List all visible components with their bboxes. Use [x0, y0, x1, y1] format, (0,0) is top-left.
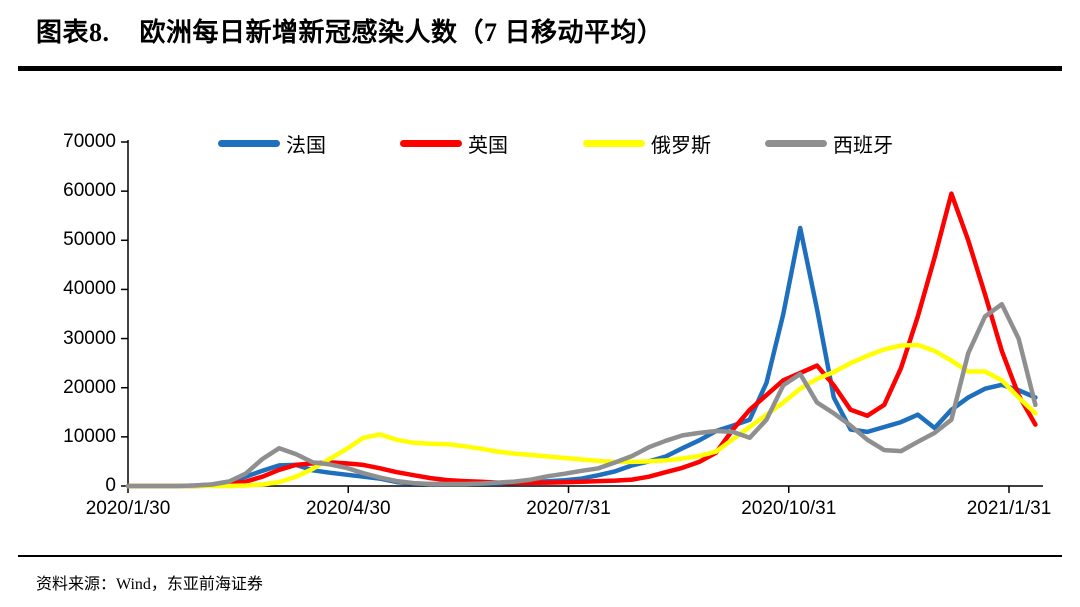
data-source-note: 资料来源：Wind，东亚前海证券 [36, 576, 263, 593]
legend-swatch-russia [583, 139, 645, 147]
x-axis-label-0: 2020/1/30 [85, 498, 171, 519]
legend-label-uk: 英国 [468, 134, 508, 157]
legend-swatch-spain [765, 139, 827, 147]
series-line-spain [125, 301, 1038, 489]
y-axis-label-60000: 60000 [63, 180, 116, 202]
footer-divider-rule [18, 555, 1062, 557]
y-axis-label-50000: 50000 [63, 229, 116, 251]
legend-item-uk: 英国 [400, 131, 508, 157]
y-axis-label-70000: 70000 [63, 131, 116, 152]
y-axis-label-40000: 40000 [63, 278, 116, 300]
page-title: 欧洲每日新增新冠感染人数（7 日移动平均） [139, 18, 664, 47]
y-axis-label-10000: 10000 [63, 425, 116, 447]
series-line-uk [125, 191, 1038, 489]
legend-label-france: 法国 [286, 134, 326, 157]
y-axis-label-20000: 20000 [63, 376, 116, 398]
legend-swatch-uk [400, 139, 462, 147]
y-axis-label-30000: 30000 [63, 327, 116, 349]
legend-swatch-france [218, 139, 280, 147]
series-line-france [125, 225, 1038, 489]
figure-number-label: 图表8. [36, 18, 110, 47]
plot-area [121, 140, 1043, 493]
legend-label-russia: 俄罗斯 [651, 134, 711, 157]
title-divider-rule [18, 66, 1062, 71]
x-axis-label-4: 2021/1/31 [966, 498, 1052, 519]
x-axis-label-2: 2020/7/31 [526, 498, 611, 519]
x-axis-label-1: 2020/4/30 [305, 498, 391, 519]
y-axis-label-0: 0 [105, 475, 116, 496]
legend-label-spain: 西班牙 [833, 134, 893, 157]
chart-title-row: 图表8. 欧洲每日新增新冠感染人数（7 日移动平均） [36, 12, 664, 47]
legend-item-russia: 俄罗斯 [583, 131, 711, 157]
chart-panel: 0 10000 20000 30000 40000 50000 60000 70000 2020… [0, 90, 1080, 550]
x-axis-label-3: 2020/10/31 [741, 498, 837, 519]
series-line-russia [125, 342, 1038, 489]
legend-item-france: 法国 [218, 131, 326, 157]
legend-item-spain: 西班牙 [765, 131, 893, 157]
